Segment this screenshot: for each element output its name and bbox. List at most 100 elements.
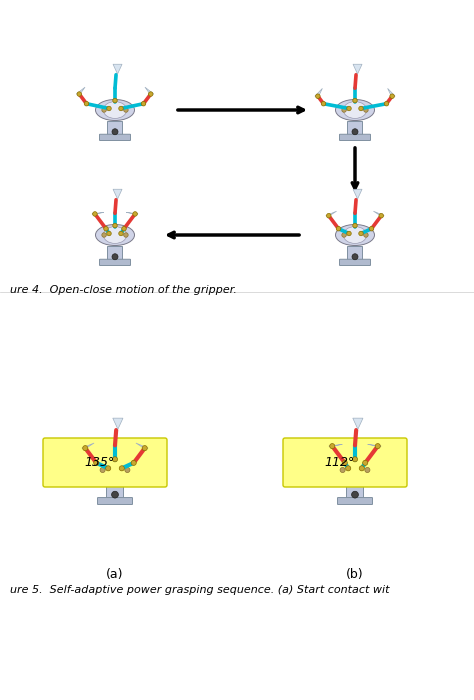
Circle shape bbox=[327, 214, 331, 218]
Circle shape bbox=[342, 461, 347, 466]
Circle shape bbox=[342, 232, 346, 237]
Circle shape bbox=[102, 232, 106, 237]
Circle shape bbox=[340, 468, 345, 472]
Circle shape bbox=[112, 129, 118, 134]
Circle shape bbox=[352, 129, 358, 134]
Polygon shape bbox=[92, 212, 104, 214]
Circle shape bbox=[148, 92, 153, 97]
FancyBboxPatch shape bbox=[107, 482, 124, 499]
Circle shape bbox=[112, 456, 118, 462]
Circle shape bbox=[107, 231, 111, 236]
Circle shape bbox=[375, 444, 380, 449]
Circle shape bbox=[125, 468, 130, 472]
FancyBboxPatch shape bbox=[347, 120, 363, 136]
Circle shape bbox=[321, 102, 326, 106]
Text: (b): (b) bbox=[346, 568, 364, 581]
Polygon shape bbox=[374, 211, 384, 216]
FancyBboxPatch shape bbox=[339, 134, 371, 141]
Circle shape bbox=[100, 468, 105, 472]
Text: 135°: 135° bbox=[85, 456, 115, 470]
Circle shape bbox=[353, 223, 357, 228]
Circle shape bbox=[102, 108, 106, 112]
Circle shape bbox=[347, 106, 351, 111]
Circle shape bbox=[82, 446, 88, 451]
FancyBboxPatch shape bbox=[347, 246, 363, 260]
Circle shape bbox=[364, 108, 368, 112]
Circle shape bbox=[119, 106, 123, 111]
Polygon shape bbox=[113, 189, 122, 199]
Circle shape bbox=[359, 231, 363, 236]
FancyBboxPatch shape bbox=[100, 134, 130, 141]
Circle shape bbox=[336, 227, 341, 231]
Circle shape bbox=[122, 227, 126, 231]
Circle shape bbox=[390, 94, 394, 99]
Ellipse shape bbox=[343, 227, 367, 244]
Circle shape bbox=[124, 232, 128, 237]
Polygon shape bbox=[126, 212, 138, 214]
Circle shape bbox=[107, 106, 111, 111]
Circle shape bbox=[77, 92, 82, 97]
Ellipse shape bbox=[93, 458, 137, 482]
Circle shape bbox=[119, 466, 124, 471]
Circle shape bbox=[133, 211, 137, 216]
Polygon shape bbox=[368, 444, 381, 446]
Ellipse shape bbox=[103, 102, 127, 118]
FancyBboxPatch shape bbox=[346, 482, 364, 499]
FancyBboxPatch shape bbox=[100, 259, 130, 265]
Ellipse shape bbox=[336, 225, 374, 246]
Circle shape bbox=[93, 211, 97, 216]
Polygon shape bbox=[76, 88, 85, 94]
Ellipse shape bbox=[95, 225, 135, 246]
Circle shape bbox=[316, 94, 320, 99]
FancyBboxPatch shape bbox=[339, 259, 371, 265]
Circle shape bbox=[94, 461, 99, 466]
Circle shape bbox=[131, 461, 136, 466]
Circle shape bbox=[352, 491, 358, 498]
Circle shape bbox=[369, 227, 374, 231]
Circle shape bbox=[141, 102, 146, 106]
Circle shape bbox=[346, 466, 351, 471]
Circle shape bbox=[342, 108, 346, 112]
Circle shape bbox=[84, 102, 89, 106]
Circle shape bbox=[124, 108, 128, 112]
Ellipse shape bbox=[103, 227, 127, 244]
Circle shape bbox=[142, 446, 147, 451]
Circle shape bbox=[384, 102, 389, 106]
Polygon shape bbox=[329, 444, 342, 446]
Text: (a): (a) bbox=[106, 568, 124, 581]
Circle shape bbox=[364, 232, 368, 237]
Circle shape bbox=[379, 214, 383, 218]
Polygon shape bbox=[113, 418, 123, 429]
Text: 112°: 112° bbox=[325, 456, 355, 470]
Ellipse shape bbox=[333, 458, 377, 482]
FancyBboxPatch shape bbox=[283, 438, 407, 487]
Circle shape bbox=[330, 444, 335, 449]
Polygon shape bbox=[136, 443, 148, 448]
FancyBboxPatch shape bbox=[108, 120, 122, 136]
Circle shape bbox=[119, 231, 123, 236]
Ellipse shape bbox=[95, 99, 135, 120]
Circle shape bbox=[113, 223, 117, 228]
FancyBboxPatch shape bbox=[43, 438, 167, 487]
Circle shape bbox=[359, 106, 363, 111]
Circle shape bbox=[359, 466, 365, 471]
FancyBboxPatch shape bbox=[98, 498, 133, 505]
Polygon shape bbox=[326, 211, 337, 216]
Ellipse shape bbox=[336, 99, 374, 120]
FancyBboxPatch shape bbox=[337, 498, 373, 505]
Circle shape bbox=[111, 491, 118, 498]
Circle shape bbox=[363, 461, 368, 466]
Circle shape bbox=[104, 227, 108, 231]
Polygon shape bbox=[353, 418, 363, 429]
Polygon shape bbox=[113, 64, 122, 74]
Text: ure 4.  Open-close motion of the gripper.: ure 4. Open-close motion of the gripper. bbox=[10, 285, 237, 295]
Ellipse shape bbox=[342, 461, 368, 480]
FancyBboxPatch shape bbox=[108, 246, 122, 260]
Circle shape bbox=[353, 456, 357, 462]
Text: ure 5.  Self-adaptive power grasping sequence. (a) Start contact wit: ure 5. Self-adaptive power grasping sequ… bbox=[10, 585, 390, 595]
Polygon shape bbox=[315, 88, 322, 96]
Circle shape bbox=[112, 254, 118, 260]
Circle shape bbox=[113, 98, 117, 103]
Polygon shape bbox=[388, 88, 395, 96]
Circle shape bbox=[352, 254, 358, 260]
